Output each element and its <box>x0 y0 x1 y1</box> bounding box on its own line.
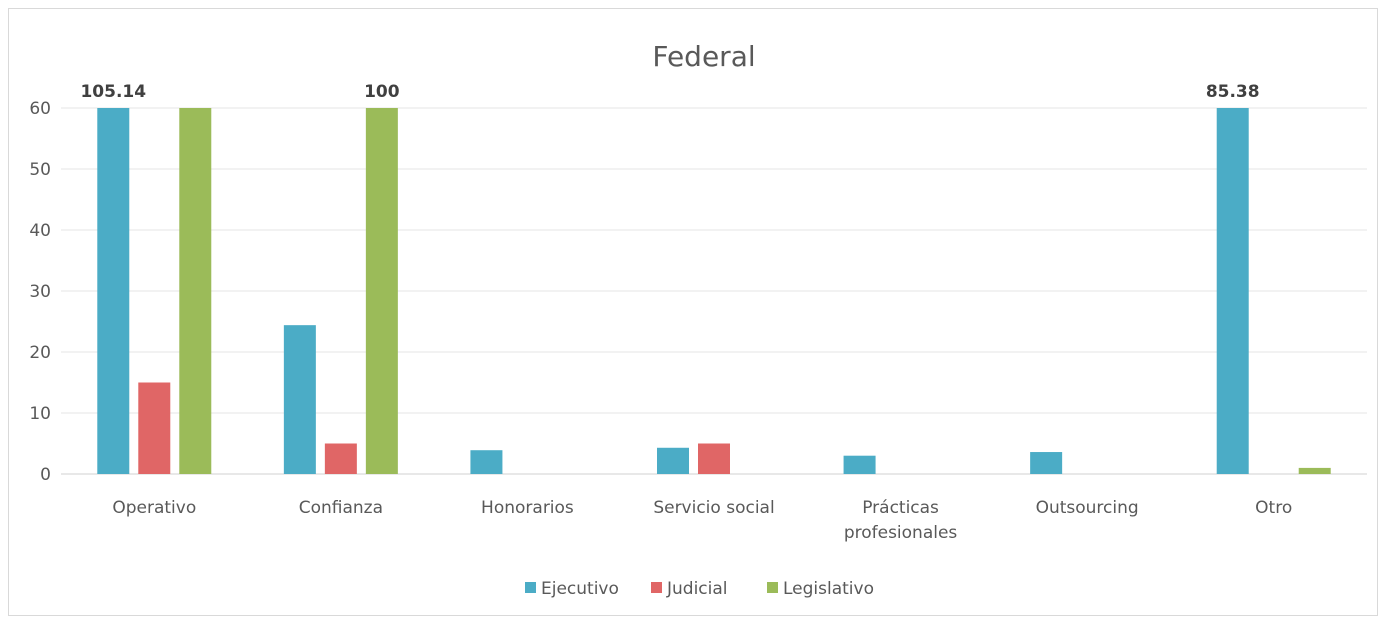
legend-label-judicial: Judicial <box>666 579 728 599</box>
bar-ejecutivo <box>843 455 876 474</box>
y-axis-ticks: 0 10 20 30 40 50 60 <box>29 99 51 485</box>
x-category-label: Honorarios <box>481 498 574 518</box>
x-category-label: Outsourcing <box>1036 498 1139 518</box>
bar-ejecutivo <box>97 108 130 474</box>
legend-label-legislativo: Legislativo <box>783 579 874 599</box>
legend-swatch-judicial <box>651 582 662 593</box>
y-tick-label: 10 <box>29 404 51 424</box>
x-axis-categories: Operativo Confianza Honorarios Servicio soc… <box>112 498 1292 543</box>
bar-judicial <box>138 382 171 474</box>
x-category-label: Operativo <box>112 498 196 518</box>
bar-legislativo <box>179 108 212 474</box>
legend-label-ejecutivo: Ejecutivo <box>541 579 619 599</box>
x-category-label: Confianza <box>299 498 383 518</box>
y-tick-label: 60 <box>29 99 51 119</box>
bar-ejecutivo <box>1030 452 1063 474</box>
x-category-label: Servicio social <box>653 498 774 518</box>
data-label: 100 <box>364 82 400 102</box>
bar-ejecutivo <box>657 447 689 474</box>
bar-ejecutivo <box>283 325 316 474</box>
x-category-label: Otro <box>1255 498 1292 518</box>
y-tick-label: 50 <box>29 160 51 180</box>
legend-swatch-ejecutivo <box>525 582 536 593</box>
data-label: 85.38 <box>1206 82 1260 102</box>
data-label: 105.14 <box>80 82 146 102</box>
chart-frame: Federal 0 10 20 30 40 50 60 105.14 100 85.38 Ope… <box>8 8 1378 616</box>
x-category-label: Prácticas profesionales <box>844 498 958 543</box>
legend-swatch-legislativo <box>767 582 778 593</box>
chart-title: Federal <box>652 40 755 73</box>
bar-ejecutivo <box>1216 108 1249 474</box>
y-tick-label: 40 <box>29 221 51 241</box>
bar-ejecutivo <box>470 450 503 474</box>
bar-judicial <box>698 443 730 474</box>
bar-legislativo <box>1298 467 1331 474</box>
y-tick-label: 20 <box>29 343 51 363</box>
legend: Ejecutivo Judicial Legislativo <box>525 579 874 599</box>
bars <box>97 108 1331 474</box>
gridlines <box>61 107 1367 475</box>
bar-chart: Federal 0 10 20 30 40 50 60 105.14 100 85.38 Ope… <box>29 40 1367 599</box>
bar-legislativo <box>365 108 398 474</box>
bar-judicial <box>324 443 357 474</box>
data-labels: 105.14 100 85.38 <box>80 82 1259 102</box>
y-tick-label: 0 <box>40 465 51 485</box>
y-tick-label: 30 <box>29 282 51 302</box>
